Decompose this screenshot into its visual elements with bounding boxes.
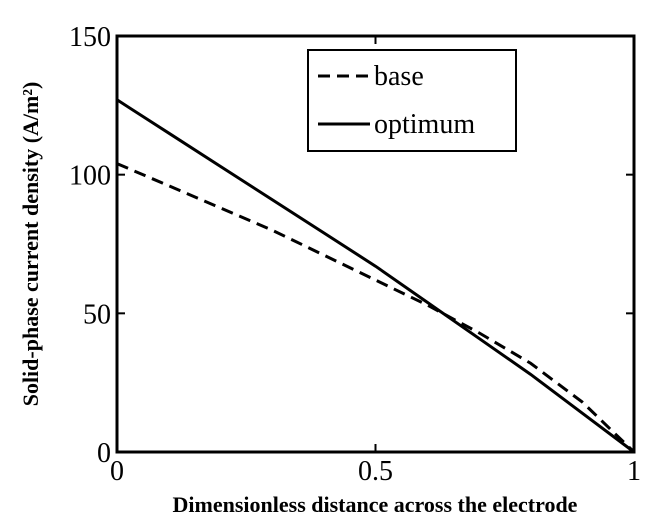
legend-box [307, 49, 517, 152]
data-line [116, 162, 636, 454]
data-line [116, 98, 635, 454]
x-tick-label: 1 [627, 456, 641, 487]
x-tick-label: 0 [110, 456, 124, 487]
x-axis-label: Dimensionless distance across the electr… [173, 492, 578, 517]
plot-frame [115, 34, 636, 454]
y-tick-label: 100 [69, 161, 111, 192]
legend-label: base [374, 61, 424, 92]
y-tick-label: 0 [97, 438, 111, 469]
y-tick-label: 150 [69, 22, 111, 53]
legend-label: optimum [374, 109, 475, 140]
y-tick-label: 50 [83, 299, 111, 330]
y-axis-label: Solid-phase current density (A/m²) [18, 82, 43, 407]
x-tick-label: 0.5 [358, 456, 393, 487]
